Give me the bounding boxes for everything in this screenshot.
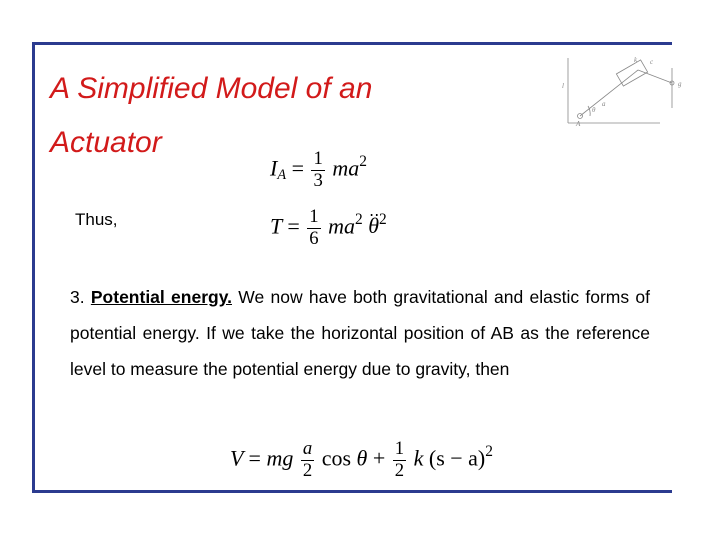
frame-bottom-border bbox=[32, 490, 672, 493]
svg-text:k: k bbox=[634, 56, 638, 64]
eq3-theta: θ bbox=[357, 445, 368, 470]
eq2-theta-exp: 2 bbox=[379, 211, 387, 228]
eq2-num: 1 bbox=[307, 208, 320, 228]
eq2-theta-ddot: ‥θ bbox=[368, 213, 379, 239]
frame-left-border bbox=[32, 42, 35, 490]
eq3-frac2-den: 2 bbox=[393, 460, 406, 481]
svg-text:c: c bbox=[650, 58, 654, 66]
eq3-cos: cos bbox=[322, 445, 351, 470]
body-lead-number: 3. bbox=[70, 287, 91, 307]
actuator-diagram: l a c g θ A k bbox=[560, 48, 690, 133]
equation-kinetic: T = 16 ma2 ‥θ2 bbox=[270, 208, 450, 248]
eq3-frac1-num: a bbox=[301, 440, 314, 460]
eq2-ma: ma bbox=[328, 213, 355, 238]
eq1-den: 3 bbox=[311, 170, 324, 191]
eq2-var-T: T bbox=[270, 213, 282, 238]
eq3-k: k bbox=[414, 445, 424, 470]
eq1-num: 1 bbox=[311, 150, 324, 170]
equation-potential: V = mg a2 cos θ + 12 k (s − a)2 bbox=[230, 440, 530, 480]
slide: A Simplified Model of an Actuator l a c … bbox=[0, 0, 720, 540]
frame-top-border bbox=[32, 42, 672, 45]
body-bold-heading: Potential energy. bbox=[91, 287, 232, 307]
eq1-sub-A: A bbox=[277, 167, 286, 183]
equation-inertia: IA = 13 ma2 bbox=[270, 150, 430, 190]
eq3-paren-exp: 2 bbox=[485, 443, 493, 460]
eq3-paren: (s − a) bbox=[429, 445, 485, 470]
eq3-frac1-den: 2 bbox=[301, 460, 314, 481]
svg-text:a: a bbox=[602, 100, 606, 108]
eq2-exp: 2 bbox=[355, 211, 363, 228]
eq1-exp: 2 bbox=[359, 153, 367, 170]
eq3-frac2-num: 1 bbox=[393, 440, 406, 460]
svg-text:A: A bbox=[575, 120, 581, 128]
eq1-ma: ma bbox=[332, 155, 359, 180]
svg-text:g: g bbox=[678, 80, 682, 88]
svg-text:θ: θ bbox=[592, 106, 596, 114]
eq3-mg: mg bbox=[266, 445, 293, 470]
eq2-den: 6 bbox=[307, 228, 320, 249]
body-paragraph: 3. Potential energy. We now have both gr… bbox=[70, 280, 650, 388]
svg-text:l: l bbox=[562, 82, 564, 90]
eq3-var-V: V bbox=[230, 445, 243, 470]
thus-label: Thus, bbox=[75, 210, 118, 230]
